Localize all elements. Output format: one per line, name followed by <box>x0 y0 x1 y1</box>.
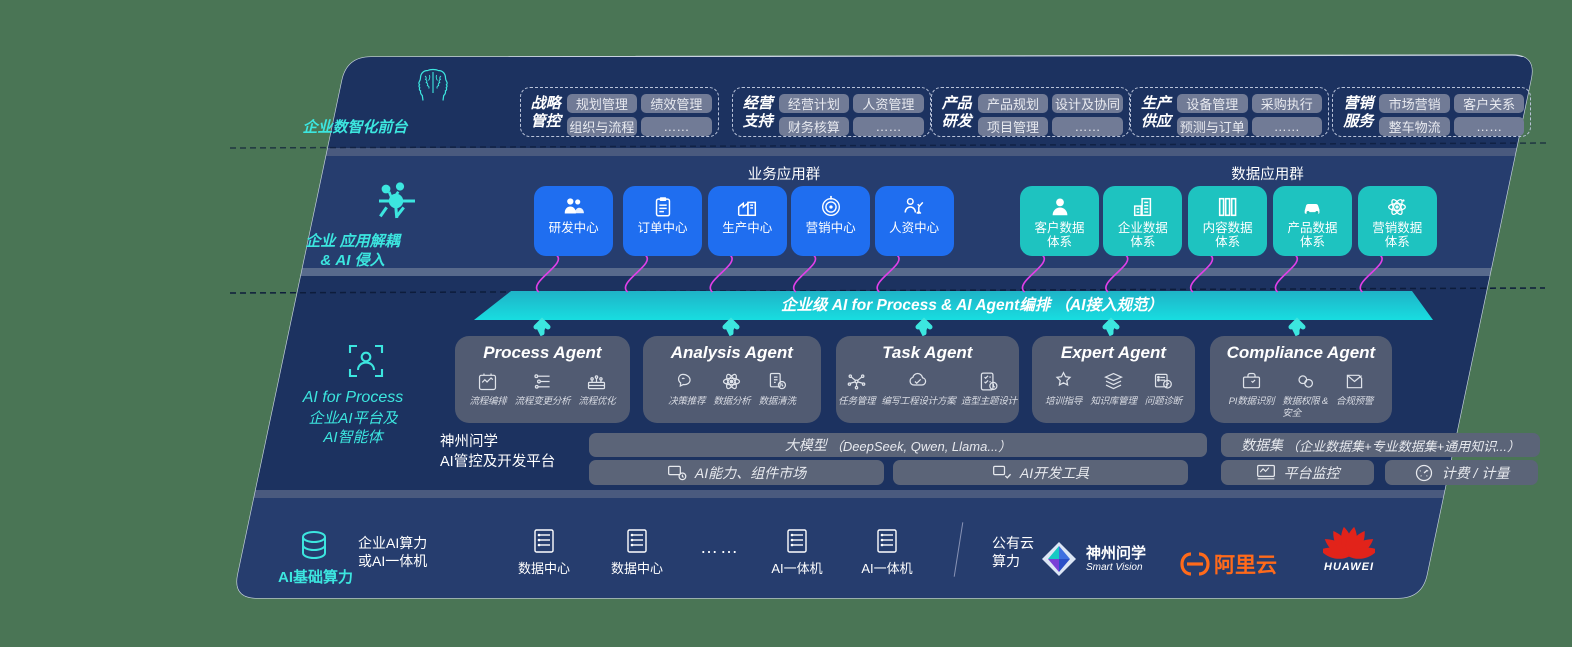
svg-text:企业级 AI for Process & AI Agent编: 企业级 AI for Process & AI Agent编排 （AI接入规范） <box>781 296 1163 314</box>
